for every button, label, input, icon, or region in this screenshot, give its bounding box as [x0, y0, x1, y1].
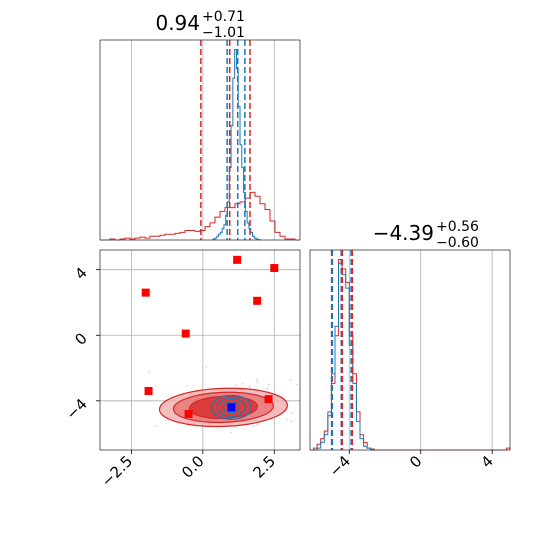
joint-sample-point: [148, 370, 151, 373]
joint-sample-point: [255, 423, 258, 426]
joint-ytick-label: 4: [71, 264, 90, 283]
param2-xtick-label: 0: [406, 452, 425, 471]
panel-param2-histogram: −4 0 4 −4.39 +0.56 −0.60: [309, 219, 511, 480]
panel-param1-frame: [99, 39, 301, 241]
joint-sample-point: [186, 384, 188, 387]
joint-red-square-marker: [253, 296, 262, 305]
param1-title-plus: +0.71: [202, 9, 245, 25]
joint-sample-point: [235, 384, 238, 387]
joint-sample-point: [256, 381, 259, 384]
joint-sample-point: [154, 425, 157, 427]
joint-sample-point: [248, 385, 251, 387]
param2-xtick-label: 4: [477, 452, 496, 471]
joint-blue-contour: [222, 401, 241, 414]
param1-title-value: 0.94: [155, 11, 200, 35]
joint-sample-point: [235, 426, 237, 429]
joint-xtick-label: 0.0: [178, 452, 208, 482]
param2-title-value: −4.39: [373, 221, 434, 245]
joint-sample-point: [296, 383, 299, 386]
joint-blue-square-marker: [227, 403, 236, 412]
joint-xtick-label: −2.5: [98, 452, 136, 490]
joint-sample-point: [291, 412, 294, 414]
joint-red-square-marker: [233, 255, 242, 264]
joint-red-square-marker: [184, 409, 193, 418]
joint-sample-point: [266, 387, 269, 390]
joint-sample-point: [255, 378, 258, 381]
param2-title-minus: −0.60: [436, 235, 479, 251]
joint-xtick-label: 2.5: [250, 452, 280, 482]
param1-histogram-red: [100, 191, 300, 241]
joint-sample-point: [252, 424, 255, 427]
joint-red-square-marker: [181, 329, 190, 338]
joint-sample-point: [267, 383, 270, 386]
param2-xtick-label: −4: [326, 452, 354, 480]
joint-sample-point: [289, 379, 292, 382]
panel-joint-frame: [99, 249, 301, 451]
joint-sample-point: [205, 365, 208, 368]
joint-sample-point: [290, 420, 293, 423]
joint-red-square-marker: [264, 395, 273, 404]
joint-sample-point: [286, 418, 289, 421]
param2-histogram-red: [310, 259, 511, 451]
joint-blue-contour: [216, 397, 247, 418]
joint-blue-contour: [210, 394, 253, 421]
joint-red-square-marker: [270, 264, 279, 273]
joint-ytick-label: 0: [71, 329, 90, 348]
joint-sample-point: [230, 431, 232, 434]
param1-histogram-blue: [211, 49, 262, 241]
panel-param2-frame: [309, 249, 511, 451]
joint-red-square-marker: [141, 288, 150, 297]
param2-title-plus: +0.56: [436, 219, 479, 235]
panel-joint: −2.5 0.0 2.5 −4 0 4: [62, 249, 301, 491]
joint-sample-point: [194, 426, 197, 429]
param1-title-minus: −1.01: [202, 25, 245, 41]
joint-sample-point: [154, 385, 157, 388]
panel-param1-histogram: 0.94 +0.71 −1.01: [99, 9, 301, 241]
joint-ytick-label: −4: [62, 395, 90, 423]
param2-histogram-blue: [310, 262, 375, 451]
joint-red-square-marker: [144, 386, 153, 395]
joint-sample-point: [241, 382, 244, 385]
